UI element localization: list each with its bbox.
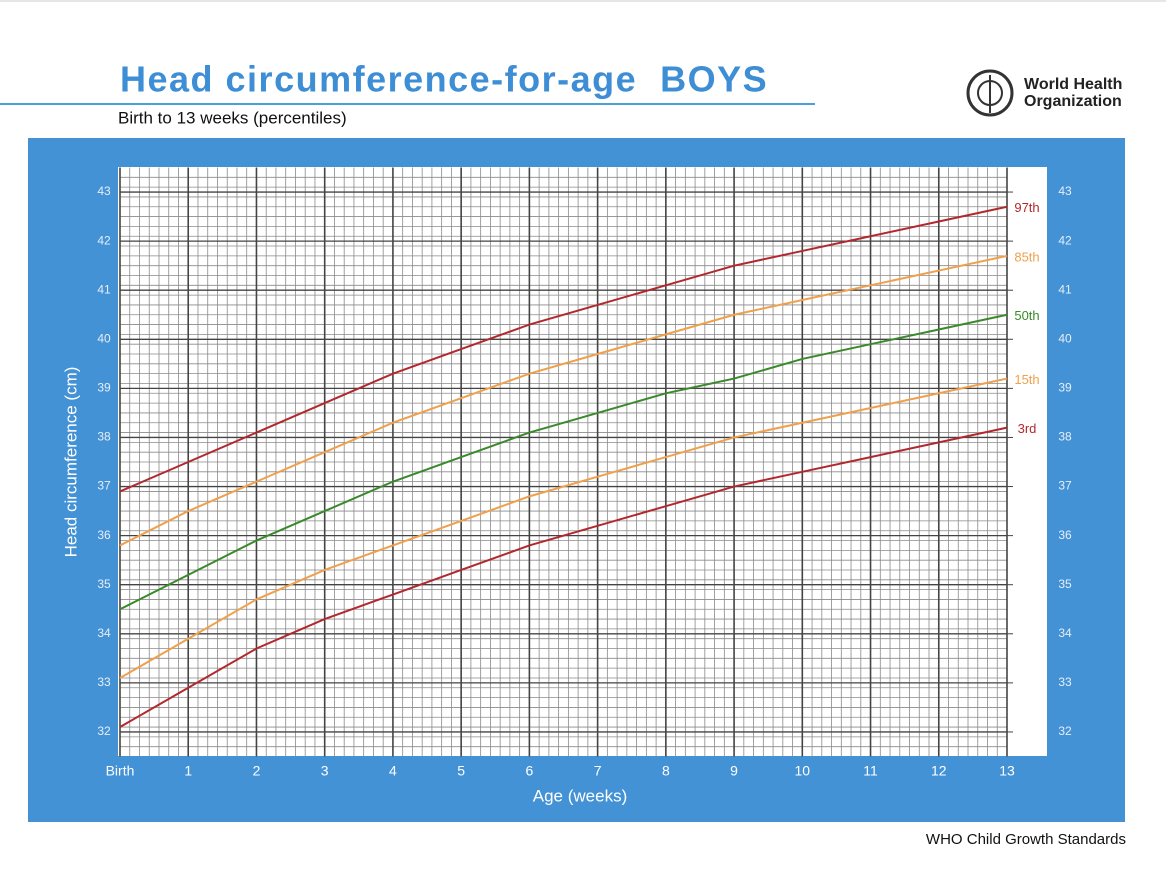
x-tick-label: 9 — [730, 763, 738, 779]
y-tick-label-right: 43 — [1058, 184, 1072, 198]
y-tick-label: 42 — [97, 233, 111, 247]
y-tick-label-right: 41 — [1058, 282, 1072, 296]
y-tick-label: 39 — [97, 381, 111, 395]
y-tick-label: 33 — [97, 675, 111, 689]
x-tick-label: Birth — [106, 763, 135, 779]
logo-text: Organization — [1024, 93, 1122, 110]
percentile-line — [119, 254, 1008, 547]
logo-text: World Health — [1024, 76, 1122, 93]
percentile-line — [119, 313, 1008, 611]
y-tick-label: 40 — [97, 331, 111, 345]
series-label: 15th — [1014, 372, 1039, 387]
x-tick-label: 13 — [999, 763, 1015, 779]
y-axis-label: Head circumference (cm) — [61, 367, 80, 558]
y-tick-label-right: 34 — [1058, 626, 1072, 640]
y-tick-label: 32 — [97, 724, 111, 738]
x-tick-label: 12 — [931, 763, 947, 779]
page-title: Head circumference-for-age BOYS — [120, 59, 768, 100]
y-tick-label: 41 — [97, 282, 111, 296]
x-tick-label: 2 — [253, 763, 261, 779]
y-tick-label-right: 35 — [1058, 577, 1072, 591]
x-tick-label: 8 — [662, 763, 670, 779]
x-tick-label: 7 — [594, 763, 602, 779]
logo-emblem — [966, 69, 1014, 117]
y-tick-label-right: 42 — [1058, 233, 1072, 247]
percentile-line — [119, 426, 1008, 728]
y-tick-label: 37 — [97, 479, 111, 493]
series-label: 3rd — [1018, 421, 1037, 436]
subtitle: Birth to 13 weeks (percentiles) — [118, 108, 347, 127]
x-axis-label: Age (weeks) — [533, 786, 627, 805]
x-tick-label: 1 — [184, 763, 192, 779]
x-tick-label: 5 — [457, 763, 465, 779]
footer: WHO Child Growth Standards — [926, 831, 1126, 848]
y-tick-label-right: 36 — [1058, 528, 1072, 542]
y-tick-label-right: 39 — [1058, 381, 1072, 395]
y-tick-label: 35 — [97, 577, 111, 591]
y-tick-label: 43 — [97, 184, 111, 198]
x-tick-label: 3 — [321, 763, 329, 779]
plot: 97th 85th 50th 15th 3rd — [119, 200, 1040, 728]
x-tick-label: 6 — [525, 763, 533, 779]
series-label: 97th — [1014, 200, 1039, 215]
grid — [119, 167, 1013, 757]
who-logo — [966, 69, 1014, 117]
percentile-line — [119, 205, 1008, 493]
y-tick-label: 36 — [97, 528, 111, 542]
y-tick-label: 34 — [97, 626, 111, 640]
percentile-line — [119, 377, 1008, 679]
series-label: 50th — [1014, 308, 1039, 323]
y-tick-label: 38 — [97, 430, 111, 444]
x-tick-label: 11 — [863, 763, 878, 779]
y-tick-label-right: 38 — [1058, 430, 1072, 444]
x-tick-label: 10 — [795, 763, 811, 779]
y-tick-label-right: 32 — [1058, 724, 1072, 738]
x-tick-label: 4 — [389, 763, 397, 779]
series-label: 85th — [1014, 249, 1039, 264]
y-tick-label-right: 33 — [1058, 675, 1072, 689]
y-tick-label-right: 40 — [1058, 331, 1072, 345]
y-tick-label-right: 37 — [1058, 479, 1072, 493]
plot-area — [118, 167, 1047, 756]
